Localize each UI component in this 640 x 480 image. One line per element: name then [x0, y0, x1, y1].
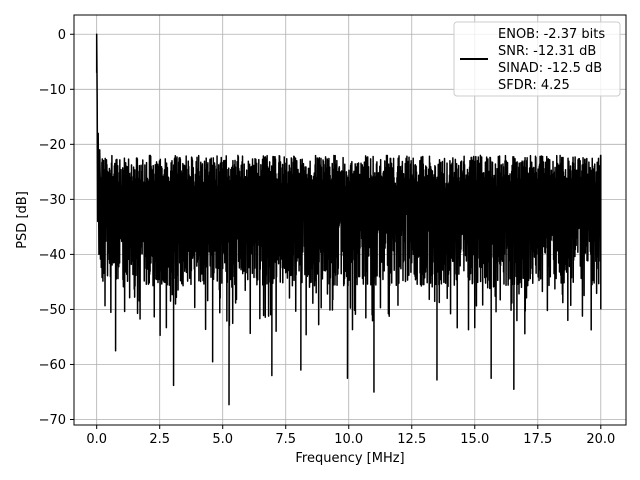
legend-entry-enob: ENOB: -2.37 bits	[498, 27, 605, 42]
legend-entry-sinad: SINAD: -12.5 dB	[498, 61, 602, 76]
plot-area	[95, 33, 602, 406]
x-tick-label: 17.5	[523, 432, 552, 447]
legend: ENOB: -2.37 bits SNR: -12.31 dB SINAD: -…	[453, 21, 621, 97]
y-tick-label: 0	[58, 28, 66, 43]
legend-entry-sfdr: SFDR: 4.25	[498, 78, 570, 93]
x-tick-label: 20.0	[586, 432, 615, 447]
axes-frame	[73, 14, 627, 426]
y-tick-label: −30	[39, 193, 66, 208]
y-tick-label: −50	[39, 303, 66, 318]
x-tick-label: 12.5	[397, 432, 426, 447]
x-tick-label: 10.0	[334, 432, 363, 447]
y-tick-label: −70	[39, 413, 66, 428]
y-axis: 0 −10 −20 −30 −40 −50 −60 −70	[39, 28, 74, 428]
y-tick-label: −10	[39, 83, 66, 98]
x-axis-label: Frequency [MHz]	[295, 451, 404, 466]
x-tick-label: 2.5	[149, 432, 170, 447]
x-tick-label: 5.0	[212, 432, 233, 447]
y-tick-label: −60	[39, 358, 66, 373]
x-tick-label: 15.0	[460, 432, 489, 447]
legend-box	[453, 21, 621, 97]
x-tick-label: 0.0	[86, 432, 107, 447]
y-axis-label: PSD [dB]	[15, 191, 30, 249]
x-axis: 0.0 2.5 5.0 7.5 10.0 12.5 15.0 17.5 20.0	[86, 425, 615, 447]
y-tick-label: −40	[39, 248, 66, 263]
legend-entry-snr: SNR: -12.31 dB	[498, 44, 596, 59]
x-tick-label: 7.5	[275, 432, 296, 447]
psd-series-line	[95, 33, 602, 406]
y-tick-label: −20	[39, 138, 66, 153]
